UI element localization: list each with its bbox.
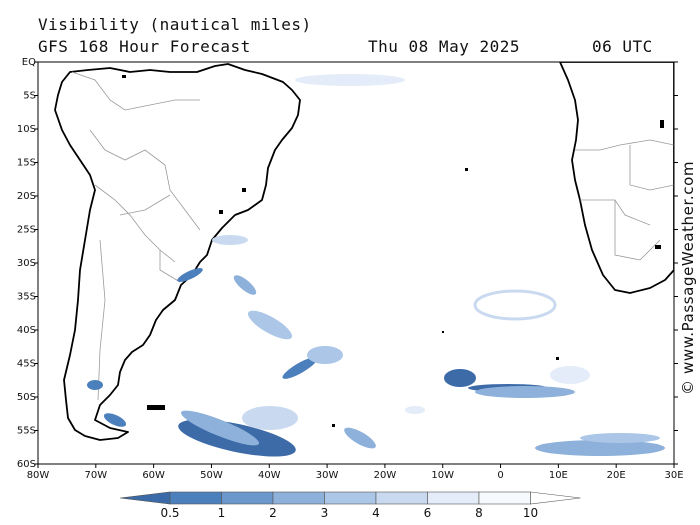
colorbar-label: 1: [218, 506, 226, 520]
colorbar-label: 6: [424, 506, 432, 520]
forecast-date: Thu 08 May 2025: [368, 37, 520, 56]
colorbar-segment: [324, 491, 377, 505]
lat-label: EQ: [22, 57, 36, 68]
lon-label: 10W: [431, 470, 454, 481]
lat-label: 10S: [17, 124, 36, 135]
colorbar-segment: [375, 491, 428, 505]
lon-label: 10E: [549, 470, 568, 481]
lon-label: 80W: [27, 470, 50, 481]
colorbar-left-arrow: [119, 491, 171, 505]
lat-label: 50S: [17, 392, 36, 403]
country-borders: [71, 71, 674, 401]
colorbar-segment: [169, 491, 222, 505]
lat-label: 5S: [23, 91, 36, 102]
lat-label: 60S: [17, 459, 36, 470]
lat-label: 40S: [17, 325, 36, 336]
lat-label: 20S: [17, 191, 36, 202]
africa-landmass: [559, 62, 674, 294]
colorbar-segment: [272, 491, 325, 505]
colorbar-label: 8: [475, 506, 483, 520]
lon-label: 70W: [85, 470, 108, 481]
colorbar-segment: [478, 491, 531, 505]
colorbar-label: 4: [372, 506, 380, 520]
lon-label: 30E: [664, 470, 683, 481]
lon-label: 30W: [316, 470, 339, 481]
lat-label: 55S: [17, 426, 36, 437]
lon-label: 40W: [258, 470, 281, 481]
lon-label: 0: [497, 470, 503, 481]
axis-ticks: EQ 5S 10S 15S 20S 25S 30S 35S 40S 45S 50S 55S 60S80W…: [17, 57, 684, 481]
lon-label: 50W: [200, 470, 223, 481]
lat-label: 15S: [17, 158, 36, 169]
colorbar-label: 0.5: [160, 506, 179, 520]
south-america-landmass: [54, 63, 301, 441]
colorbar-segment: [427, 491, 480, 505]
forecast-time: 06 UTC: [592, 37, 653, 56]
colorbar-label: 2: [269, 506, 277, 520]
islands: [122, 75, 664, 427]
lat-label: 45S: [17, 359, 36, 370]
colorbar: 0.5 1 2 3 4 6 8 10: [119, 491, 581, 520]
map-canvas: [38, 62, 674, 464]
visibility-patches: [87, 74, 665, 457]
forecast-model: GFS 168 Hour Forecast: [38, 37, 251, 56]
colorbar-segment: [221, 491, 274, 505]
lat-label: 35S: [17, 292, 36, 303]
chart-title: Visibility (nautical miles): [38, 15, 312, 34]
lat-label: 30S: [17, 258, 36, 269]
lat-label: 25S: [17, 225, 36, 236]
credit-text: © www.PassageWeather.com: [679, 160, 697, 395]
lon-label: 20W: [374, 470, 397, 481]
colorbar-label: 10: [523, 506, 538, 520]
colorbar-right-arrow: [530, 491, 581, 505]
lon-label: 60W: [142, 470, 165, 481]
lon-label: 20E: [607, 470, 626, 481]
colorbar-label: 3: [321, 506, 329, 520]
